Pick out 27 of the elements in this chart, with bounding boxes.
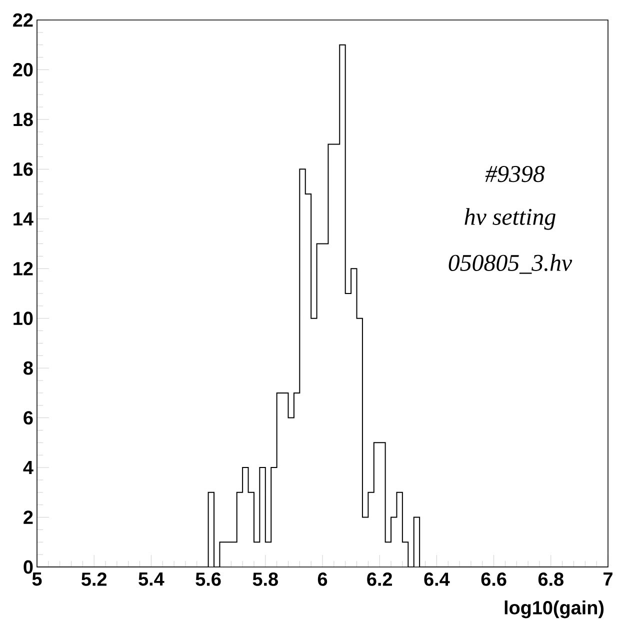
y-tick-label: 10 (14, 312, 33, 326)
x-tick-label: 5 (32, 572, 42, 586)
x-tick-label: 6 (318, 572, 328, 586)
y-tick-label: 2 (24, 510, 33, 524)
y-tick-label: 16 (14, 162, 33, 176)
x-tick-label: 5.8 (252, 572, 278, 586)
y-tick-label: 12 (14, 262, 33, 276)
y-tick-label: 6 (24, 411, 33, 425)
x-tick-label: 6.8 (538, 572, 564, 586)
annotation: hv setting (464, 208, 556, 230)
y-tick-label: 14 (14, 212, 34, 226)
annotation: #9398 (485, 166, 545, 182)
y-tick-label: 22 (13, 13, 33, 27)
x-axis-title: log10(gain) (504, 600, 604, 618)
x-tick-label: 6.6 (481, 572, 506, 586)
y-tick-label: 0 (24, 560, 33, 574)
x-tick-label: 6.2 (367, 572, 392, 586)
x-tick-label: 7 (604, 572, 612, 586)
x-tick-label: 6.4 (424, 572, 450, 586)
x-tick-label: 5.2 (82, 572, 106, 586)
y-tick-label: 8 (24, 361, 33, 375)
x-tick-label: 5.6 (196, 572, 221, 586)
annotation: 050805_3.hv (448, 254, 572, 274)
y-tick-label: 20 (13, 63, 33, 76)
y-tick-label: 18 (14, 112, 33, 126)
y-tick-label: 4 (23, 461, 34, 474)
x-tick-label: 5.4 (138, 572, 164, 586)
